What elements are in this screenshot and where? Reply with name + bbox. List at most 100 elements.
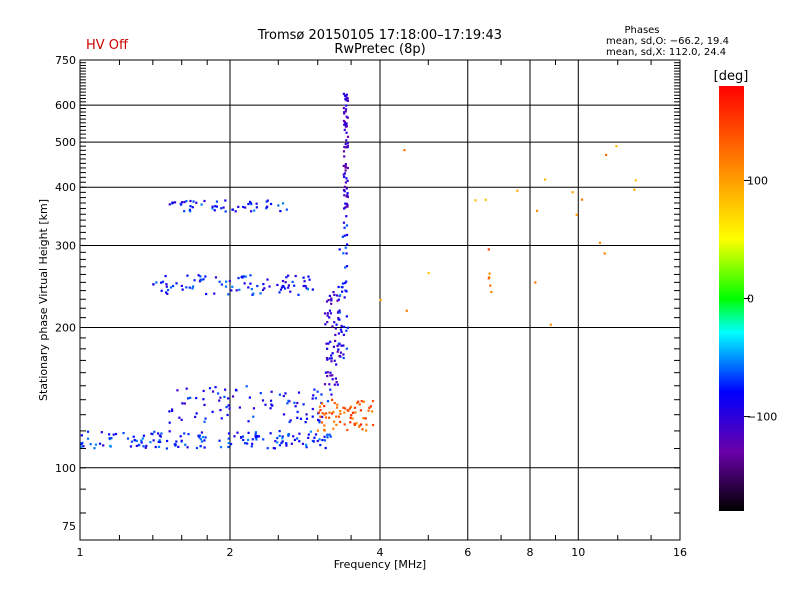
- point-low-layer-x-mode: [343, 407, 347, 410]
- point-cusp-vertical-o: [335, 363, 338, 366]
- point-cusp-vertical-upper: [345, 98, 348, 101]
- point-low-layer-echo: [184, 443, 187, 446]
- point-low-layer-echo: [86, 437, 90, 440]
- point-upper-layer-echo: [266, 199, 269, 202]
- point-cusp-vertical-mid: [344, 289, 347, 292]
- point-low-layer-echo: [122, 431, 125, 435]
- point-mid-layer-echo: [278, 291, 281, 294]
- point-low-layer-scatter: [305, 417, 309, 420]
- point-cusp-vertical-mid: [345, 215, 348, 218]
- point-cusp-vertical-o: [326, 374, 329, 378]
- point-low-layer-echo: [165, 447, 168, 450]
- x-tick-label: 6: [464, 546, 471, 559]
- point-cusp-vertical-o: [336, 344, 339, 348]
- point-cusp-vertical-upper: [346, 99, 350, 102]
- point-low-layer-x-mode: [371, 410, 374, 413]
- point-x-mode-column: [487, 277, 490, 280]
- point-upper-layer-echo: [237, 205, 240, 208]
- point-low-layer-echo: [142, 434, 146, 437]
- point-low-layer-echo: [246, 442, 249, 445]
- point-low-layer-echo: [269, 432, 272, 435]
- point-scattered-high-freq: [535, 209, 539, 212]
- point-upper-layer-echo: [265, 200, 268, 203]
- point-upper-layer-echo: [203, 199, 206, 203]
- point-x-mode-column: [489, 284, 492, 287]
- point-cusp-vertical-o: [328, 383, 331, 386]
- point-low-layer-scatter: [225, 406, 228, 409]
- point-low-layer-echo: [140, 441, 143, 444]
- point-mid-layer-echo: [244, 275, 247, 278]
- point-cusp-vertical-upper: [343, 175, 346, 178]
- point-cusp-vertical-mid: [345, 233, 349, 237]
- chart-subtitle: RwPretec (8p): [334, 42, 426, 57]
- point-upper-layer-echo: [191, 206, 194, 209]
- point-low-layer-echo: [110, 437, 113, 440]
- point-mid-layer-echo: [186, 274, 189, 277]
- point-low-layer-x-mode: [359, 409, 362, 412]
- point-low-layer-scatter: [316, 418, 320, 422]
- point-cusp-vertical-o: [330, 357, 333, 360]
- point-low-layer-echo: [200, 440, 204, 443]
- point-low-layer-echo: [94, 443, 98, 446]
- point-cusp-vertical-o: [333, 321, 336, 324]
- point-mid-layer-echo: [266, 278, 269, 281]
- point-low-layer-echo: [236, 431, 239, 434]
- point-low-layer-scatter: [211, 390, 215, 393]
- y-tick-label: 75: [62, 520, 76, 533]
- point-low-layer-echo: [227, 442, 230, 445]
- point-low-layer-scatter: [314, 397, 317, 400]
- point-low-layer-x-mode: [321, 421, 324, 424]
- point-low-layer-scatter: [270, 403, 273, 406]
- point-low-layer-echo: [241, 435, 245, 438]
- point-cusp-vertical-o: [328, 357, 331, 360]
- point-upper-layer-echo: [189, 199, 192, 203]
- point-cusp-vertical-upper: [346, 195, 350, 199]
- point-low-layer-scatter: [304, 420, 307, 424]
- point-mid-layer-echo: [307, 275, 310, 278]
- point-mid-layer-echo: [218, 280, 221, 283]
- point-low-layer-scatter: [189, 396, 192, 399]
- point-mid-layer-echo: [172, 284, 175, 288]
- colorbar-ticks: −100 0 100: [744, 174, 777, 424]
- point-upper-layer-echo: [183, 200, 186, 204]
- point-mid-layer-echo: [165, 283, 168, 286]
- point-mid-layer-echo: [242, 275, 245, 278]
- point-low-layer-echo: [187, 433, 190, 436]
- point-cusp-vertical-upper: [346, 192, 349, 195]
- point-cusp-vertical-o: [333, 359, 336, 362]
- point-low-layer-echo: [180, 439, 183, 442]
- point-cusp-vertical-mid: [338, 318, 341, 321]
- point-low-layer-x-mode: [335, 415, 338, 418]
- point-cusp-vertical-upper: [346, 135, 350, 138]
- point-upper-layer-echo: [266, 205, 269, 208]
- point-cusp-vertical-upper: [343, 145, 346, 149]
- point-scattered-high-freq: [534, 281, 537, 284]
- point-cusp-vertical-o: [329, 340, 332, 343]
- point-cusp-vertical-o: [327, 342, 330, 345]
- point-cusp-vertical-o: [326, 314, 329, 317]
- point-low-layer-echo: [254, 431, 258, 434]
- point-mid-layer-echo: [152, 283, 155, 286]
- point-low-layer-scatter: [176, 389, 179, 392]
- point-upper-layer-echo: [195, 201, 198, 204]
- point-cusp-vertical-mid: [345, 347, 348, 350]
- point-low-layer-scatter: [284, 392, 287, 395]
- point-low-layer-echo: [227, 432, 231, 435]
- point-upper-layer-echo: [234, 210, 237, 213]
- point-cusp-vertical-o: [326, 358, 329, 361]
- point-low-layer-echo: [281, 437, 284, 440]
- point-low-layer-echo: [177, 445, 180, 449]
- point-upper-layer-echo: [192, 200, 195, 203]
- point-cusp-vertical-o: [330, 360, 333, 363]
- point-low-layer-x-mode: [368, 406, 371, 409]
- point-low-layer-scatter: [203, 420, 206, 423]
- point-mid-layer-echo: [240, 275, 243, 279]
- point-low-layer-x-mode: [358, 425, 361, 428]
- point-low-layer-echo: [314, 433, 318, 436]
- point-low-layer-echo: [166, 439, 169, 443]
- point-mid-layer-echo: [155, 281, 158, 284]
- point-low-layer-echo: [326, 433, 329, 436]
- point-mid-layer-echo: [268, 285, 271, 288]
- point-low-layer-x-mode: [349, 405, 353, 408]
- point-low-layer-scatter: [296, 401, 299, 405]
